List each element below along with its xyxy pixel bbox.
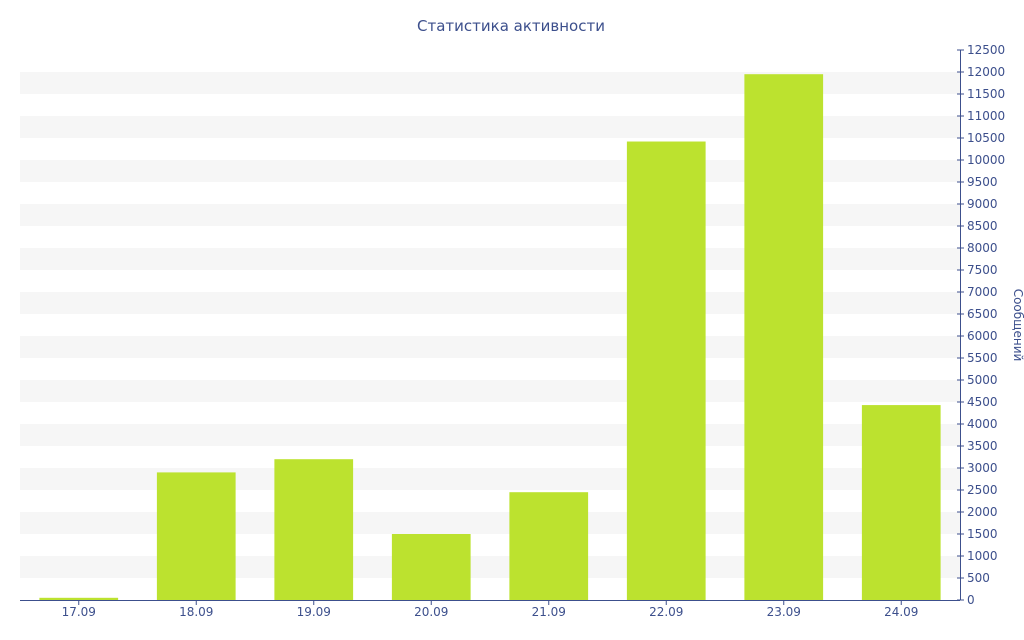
grid-band [20, 72, 960, 94]
y-tick-label: 12500 [967, 43, 1005, 57]
chart-title: Статистика активности [417, 17, 605, 35]
y-tick-label: 11000 [967, 109, 1005, 123]
grid-band [20, 160, 960, 182]
bar-17.09 [39, 597, 119, 600]
grid-band [20, 512, 960, 534]
bar-23.09 [744, 74, 824, 600]
grid-band [20, 116, 960, 138]
y-tick-label: 4500 [967, 395, 998, 409]
bar-22.09 [626, 141, 706, 600]
y-tick-label: 6500 [967, 307, 998, 321]
y-tick-label: 11500 [967, 87, 1005, 101]
x-tick-label: 22.09 [649, 605, 683, 619]
x-tick-label: 18.09 [179, 605, 213, 619]
y-tick-label: 7500 [967, 263, 998, 277]
bar-series [39, 74, 941, 600]
y-tick-label: 10500 [967, 131, 1005, 145]
y-tick-label: 9500 [967, 175, 998, 189]
y-tick-label: 2000 [967, 505, 998, 519]
bar-19.09 [274, 459, 354, 600]
grid-band [20, 248, 960, 270]
y-tick-label: 2500 [967, 483, 998, 497]
y-tick-label: 0 [967, 593, 975, 607]
y-tick-label: 1500 [967, 527, 998, 541]
x-axis: 17.09 18.09 19.09 20.09 21.09 22.09 23.09 24.09 [20, 600, 960, 619]
y-tick-label: 10000 [967, 153, 1005, 167]
y-tick-label: 7000 [967, 285, 998, 299]
y-tick-label: 9000 [967, 197, 998, 211]
y-tick-label: 3000 [967, 461, 998, 475]
grid-band [20, 556, 960, 578]
bar-20.09 [391, 534, 471, 600]
grid-band [20, 424, 960, 446]
x-tick-label: 20.09 [414, 605, 448, 619]
y-tick-label: 5000 [967, 373, 998, 387]
bar-24.09 [861, 405, 941, 600]
grid-band [20, 468, 960, 490]
y-tick-label: 8500 [967, 219, 998, 233]
y-tick-label: 12000 [967, 65, 1005, 79]
grid-band [20, 292, 960, 314]
x-tick-label: 17.09 [62, 605, 96, 619]
y-tick-label: 1000 [967, 549, 998, 563]
x-tick-label: 21.09 [532, 605, 566, 619]
y-tick-label: 5500 [967, 351, 998, 365]
y-axis-label: Сообщений [1011, 289, 1024, 362]
y-axis: 0 500 1000 1500 2000 2500 3000 3500 4000 4500 5000… [957, 43, 1005, 607]
x-tick-label: 19.09 [297, 605, 331, 619]
y-tick-label: 3500 [967, 439, 998, 453]
bar-21.09 [509, 492, 589, 600]
y-tick-label: 500 [967, 571, 990, 585]
grid-band [20, 380, 960, 402]
grid-bands [20, 72, 960, 578]
grid-band [20, 336, 960, 358]
x-tick-label: 23.09 [767, 605, 801, 619]
y-tick-label: 4000 [967, 417, 998, 431]
y-tick-label: 8000 [967, 241, 998, 255]
x-tick-label: 24.09 [884, 605, 918, 619]
y-tick-label: 6000 [967, 329, 998, 343]
grid-band [20, 204, 960, 226]
bar-18.09 [156, 472, 236, 600]
